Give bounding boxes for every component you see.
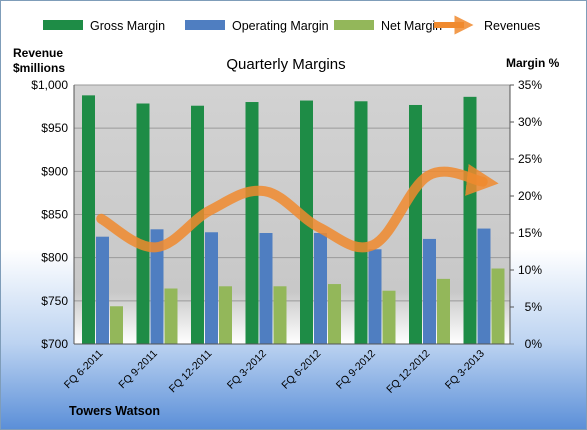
revenue-line (96, 164, 499, 253)
x-tick-label: FQ 6-2011 (62, 348, 106, 392)
legend-label-gross-margin: Gross Margin (90, 19, 165, 33)
y-left-tick-label: $850 (41, 208, 68, 222)
revenue-line-layer (96, 164, 499, 253)
bar-net-margin (273, 286, 287, 344)
y-left-tick-label: $800 (41, 251, 68, 265)
y-left-tick-label: $900 (41, 164, 68, 178)
bar-operating-margin (423, 238, 436, 344)
x-tick-label: FQ 3-2012 (225, 348, 269, 392)
x-tick-label: FQ 6-2012 (279, 348, 323, 392)
y-left-tick-label: $1,000 (31, 78, 68, 92)
bar-net-margin (164, 288, 178, 344)
source-label: Towers Watson (69, 404, 160, 418)
bar-gross-margin (409, 104, 422, 344)
y-right-tick-label: 20% (518, 189, 542, 203)
y-right-tick-label: 25% (518, 152, 542, 166)
bar-net-margin (328, 284, 341, 344)
y-left-title-line1: Revenue (13, 46, 63, 60)
bar-net-margin (219, 286, 232, 344)
bar-gross-margin (354, 101, 368, 344)
y-left-title-line2: $millions (13, 61, 65, 75)
bar-operating-margin (150, 229, 164, 344)
bar-operating-margin (96, 236, 109, 344)
bar-operating-margin (205, 232, 218, 344)
chart-title: Quarterly Margins (226, 56, 345, 73)
y-right-tick-label: 0% (525, 337, 543, 351)
legend-swatch-operating-margin (185, 20, 225, 30)
bar-operating-margin (368, 249, 382, 344)
bar-gross-margin (463, 96, 477, 344)
bar-operating-margin (314, 233, 327, 344)
x-tick-label: FQ 12-2012 (384, 348, 432, 396)
x-tick-label: FQ 9-2011 (116, 348, 160, 392)
bar-operating-margin (259, 233, 273, 344)
legend-label-operating-margin: Operating Margin (232, 19, 329, 33)
bar-net-margin (110, 306, 123, 344)
y-right-title: Margin % (506, 56, 560, 70)
legend-swatch-gross-margin (43, 20, 83, 30)
bar-net-margin (437, 278, 450, 344)
legend: Gross Margin Operating Margin Net Margin Re… (43, 15, 540, 35)
bar-net-margin (382, 290, 396, 344)
x-tick-label: FQ 12-2011 (167, 348, 215, 396)
y-right-tick-label: 10% (518, 263, 542, 277)
bars (82, 95, 505, 345)
x-tick-label: FQ 3-2013 (443, 348, 487, 392)
bar-gross-margin (82, 95, 95, 344)
y-right-tick-label: 15% (518, 226, 542, 240)
legend-label-net-margin: Net Margin (381, 19, 442, 33)
y-right-tick-label: 5% (525, 300, 543, 314)
legend-swatch-net-margin (334, 20, 374, 30)
bar-gross-margin (136, 103, 150, 344)
bar-gross-margin (245, 102, 259, 345)
y-left-tick-label: $950 (41, 121, 68, 135)
bar-net-margin (491, 268, 505, 344)
y-left-tick-label: $700 (41, 337, 68, 351)
y-right-tick-label: 30% (518, 115, 542, 129)
y-left-tick-label: $750 (41, 294, 68, 308)
x-tick-label: FQ 9-2012 (334, 348, 378, 392)
bar-operating-margin (477, 228, 491, 344)
legend-label-revenues: Revenues (484, 19, 540, 33)
y-right-tick-label: 35% (518, 78, 542, 92)
